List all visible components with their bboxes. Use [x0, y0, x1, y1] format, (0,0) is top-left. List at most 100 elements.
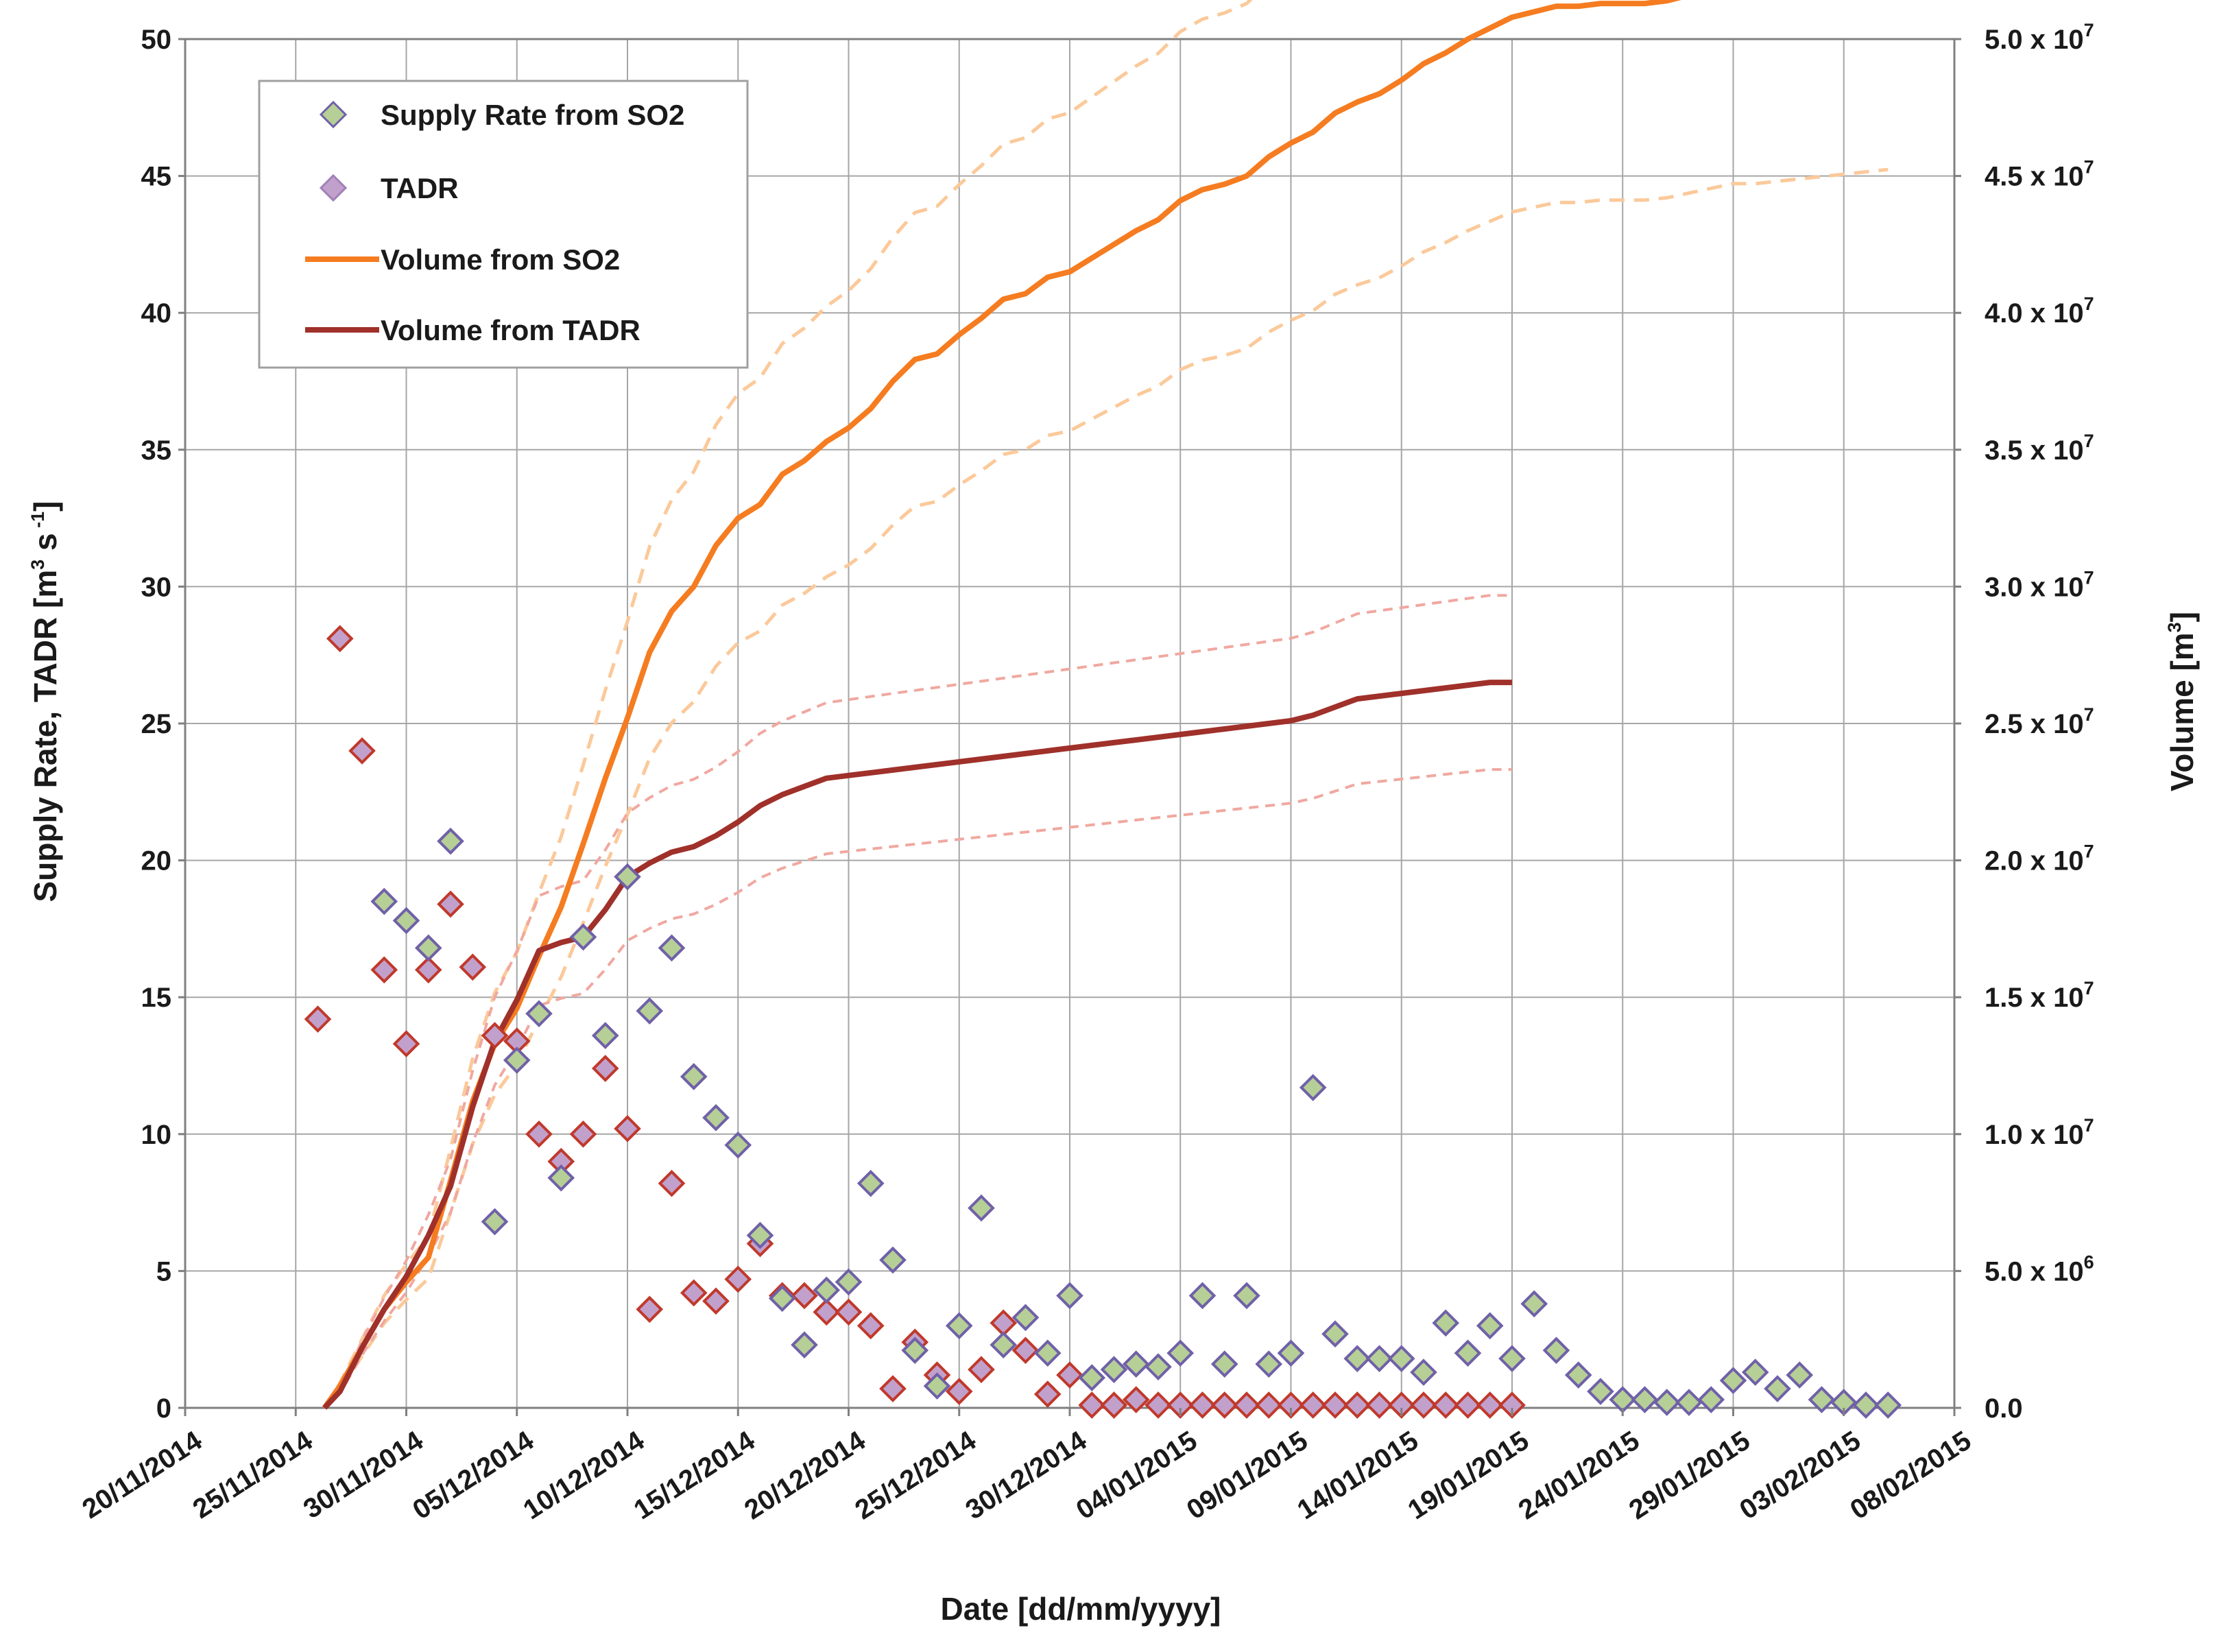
tadr-point — [879, 1375, 907, 1402]
tadr-point — [1255, 1391, 1283, 1419]
supply-rate-point — [680, 1063, 708, 1090]
supply-rate-point — [791, 1331, 818, 1359]
volume-from-so2-line — [322, 0, 1681, 1410]
tadr-point — [856, 1312, 885, 1340]
legend-marker-so2 — [319, 100, 348, 129]
tadr-point — [658, 1169, 686, 1197]
supply-rate-point — [569, 923, 597, 951]
tadr-point — [459, 953, 487, 981]
tadr-point — [968, 1356, 995, 1383]
tadr-point — [1122, 1386, 1150, 1413]
y-left-tick-label: 30 — [141, 572, 172, 602]
y-right-tick-label: 3.5 x 107 — [1985, 431, 2094, 466]
y-left-tick-label: 50 — [141, 25, 172, 55]
tadr-point — [1210, 1391, 1238, 1419]
supply-rate-point — [1255, 1350, 1283, 1378]
y-left-tick-label: 45 — [141, 162, 172, 192]
supply-rate-point — [1100, 1356, 1128, 1383]
y-right-tick-exponent: 7 — [2084, 841, 2094, 862]
tadr-point — [636, 1295, 664, 1324]
tadr-point — [525, 1120, 553, 1148]
y-left-tick-label: 15 — [141, 983, 172, 1013]
supply-rate-point — [1343, 1345, 1371, 1372]
supply-rate-point — [1741, 1358, 1769, 1386]
supply-rate-point — [1432, 1309, 1460, 1337]
tadr-point — [1299, 1391, 1327, 1419]
tadr-point — [835, 1298, 863, 1326]
volume-from-tadr-line — [322, 680, 1512, 1410]
supply-rate-point — [1365, 1345, 1393, 1372]
tadr-point — [1387, 1391, 1415, 1419]
supply-rate-point — [392, 907, 420, 935]
supply-rate-point — [1078, 1364, 1106, 1391]
y-left-title-mid: s — [27, 533, 63, 559]
scatter-markers — [304, 625, 1902, 1419]
y-right-tick-label: 1.5 x 107 — [1985, 978, 2094, 1013]
supply-rate-point — [702, 1104, 730, 1132]
legend-label-volume-tadr: Volume from TADR — [381, 314, 640, 346]
y-axis-right-title: Volume [m3] — [2164, 612, 2200, 791]
tadr-point — [414, 956, 442, 984]
supply-rate-point — [923, 1372, 951, 1400]
legend-box — [258, 80, 749, 369]
tadr-point — [392, 1030, 420, 1057]
y-left-title-sup2: -1 — [27, 512, 48, 534]
y-right-tick-exponent: 6 — [2084, 1252, 2094, 1272]
supply-rate-point — [503, 1046, 531, 1074]
supply-rate-point — [525, 1000, 553, 1027]
supply-rate-point — [1542, 1337, 1570, 1364]
tadr-point — [791, 1282, 818, 1310]
y-left-title-base: Supply Rate, TADR [m — [27, 570, 63, 902]
supply-rate-point — [1852, 1391, 1880, 1419]
supply-rate-point — [1277, 1339, 1305, 1367]
y-right-tick-label: 5.0 x 107 — [1985, 20, 2094, 55]
tadr-point — [702, 1287, 730, 1315]
volume-tadr-upper-bound — [323, 594, 1512, 1409]
y-left-tick-label: 40 — [141, 298, 172, 328]
legend-marker-tadr — [319, 173, 348, 202]
tadr-point — [326, 625, 354, 653]
supply-rate-point — [1033, 1339, 1062, 1367]
legend: Supply Rate from SO2 TADR Volume from SO… — [258, 80, 749, 369]
y-right-tick-label: 0.0 — [1985, 1393, 2023, 1424]
tadr-point — [614, 1114, 641, 1142]
supply-rate-point — [856, 1169, 885, 1197]
supply-rate-point — [968, 1194, 995, 1222]
supply-rate-point — [1122, 1350, 1150, 1378]
tadr-point — [1410, 1391, 1437, 1419]
tadr-point — [1166, 1391, 1195, 1419]
supply-rate-point — [1056, 1282, 1083, 1310]
y-right-tick-label: 2.5 x 107 — [1985, 704, 2094, 739]
y-right-tick-exponent: 7 — [2084, 704, 2094, 725]
y-right-tick-exponent: 7 — [2084, 1115, 2094, 1136]
y-right-tick-exponent: 7 — [2084, 157, 2094, 178]
y-right-tick-exponent: 7 — [2084, 20, 2094, 40]
supply-rate-point — [768, 1284, 796, 1313]
supply-rate-point — [835, 1268, 863, 1296]
tadr-point — [437, 890, 464, 918]
supply-rate-point — [547, 1164, 575, 1192]
supply-rate-point — [1653, 1389, 1681, 1416]
tadr-point — [1277, 1391, 1305, 1419]
y-left-tick-label: 0 — [156, 1393, 171, 1424]
supply-rate-point — [1166, 1339, 1195, 1367]
supply-rate-point — [1299, 1074, 1327, 1101]
supply-rate-point — [1874, 1391, 1902, 1419]
y-left-title-end: ] — [27, 501, 63, 512]
tadr-point — [680, 1279, 708, 1307]
supply-rate-point — [481, 1208, 509, 1236]
supply-rate-point — [746, 1221, 774, 1249]
tadr-point — [1188, 1391, 1217, 1419]
volume-lines — [322, 0, 1681, 1410]
supply-rate-point — [1719, 1367, 1747, 1394]
supply-rate-point — [636, 997, 664, 1025]
y-left-tick-label: 35 — [141, 435, 172, 466]
y-right-tick-exponent: 7 — [2084, 294, 2094, 314]
supply-rate-point — [1675, 1389, 1703, 1416]
y-right-tick-label: 4.5 x 107 — [1985, 157, 2094, 192]
volume-so2-upper-bound — [323, 0, 1253, 1409]
supply-rate-point — [1476, 1312, 1504, 1340]
y-right-tick-label: 4.0 x 107 — [1985, 294, 2094, 328]
tadr-point — [1100, 1391, 1128, 1419]
